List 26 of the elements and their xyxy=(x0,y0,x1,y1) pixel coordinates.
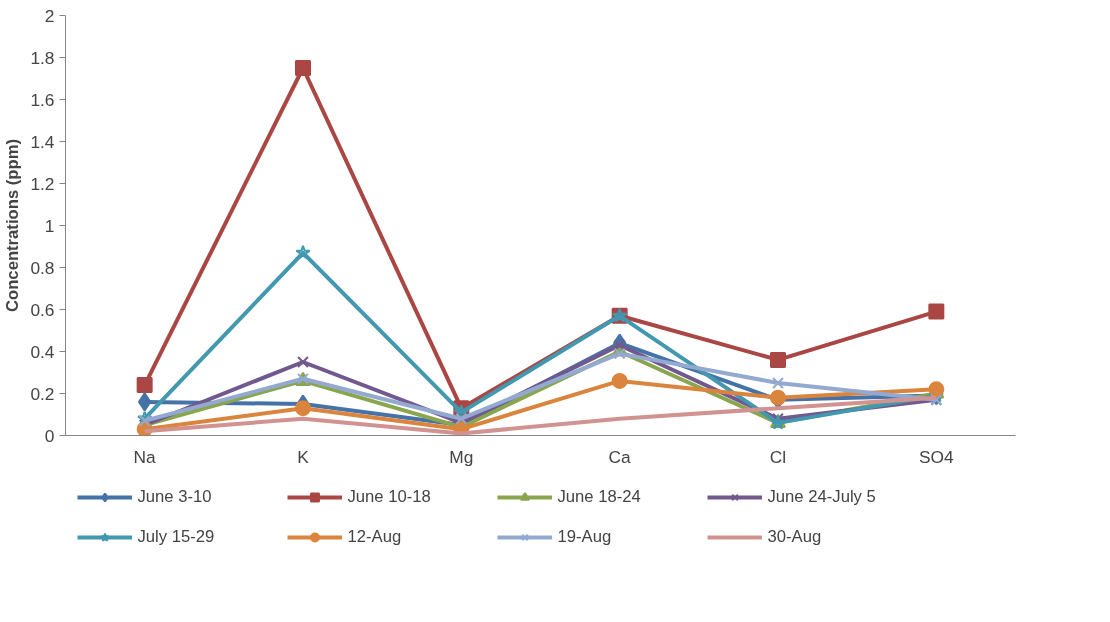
x-tick-label: Cl xyxy=(769,446,787,467)
x-tick-label: Na xyxy=(133,446,157,467)
legend-label: 30-Aug xyxy=(767,526,823,547)
y-axis-title: Concentrations (ppm) xyxy=(3,138,23,313)
x-tick-label: Mg xyxy=(449,446,474,467)
legend-label: June 10-18 xyxy=(347,486,432,507)
legend-label: July 15-29 xyxy=(137,526,216,547)
y-tick-label: 0.2 xyxy=(30,383,55,404)
x-tick-label: Ca xyxy=(608,446,632,467)
x-tick-label: SO4 xyxy=(919,446,955,467)
y-tick-label: 1.8 xyxy=(30,47,55,68)
y-tick-label: 0.6 xyxy=(30,299,55,320)
legend-label: 19-Aug xyxy=(557,526,613,547)
legend-label: June 18-24 xyxy=(557,486,642,507)
y-tick-label: 0.4 xyxy=(30,341,55,362)
x-tick-label: K xyxy=(297,446,310,467)
legend-label: 12-Aug xyxy=(347,526,403,547)
y-tick-label: 1 xyxy=(44,215,55,236)
y-tick-label: 1.2 xyxy=(30,173,55,194)
y-tick-label: 1.6 xyxy=(30,89,55,110)
y-tick-label: 0 xyxy=(44,425,55,446)
y-tick-label: 2 xyxy=(44,5,55,26)
legend-label: June 24-July 5 xyxy=(767,486,877,507)
y-tick-label: 1.4 xyxy=(30,131,55,152)
y-tick-label: 0.8 xyxy=(30,257,55,278)
legend-label: June 3-10 xyxy=(137,486,213,507)
